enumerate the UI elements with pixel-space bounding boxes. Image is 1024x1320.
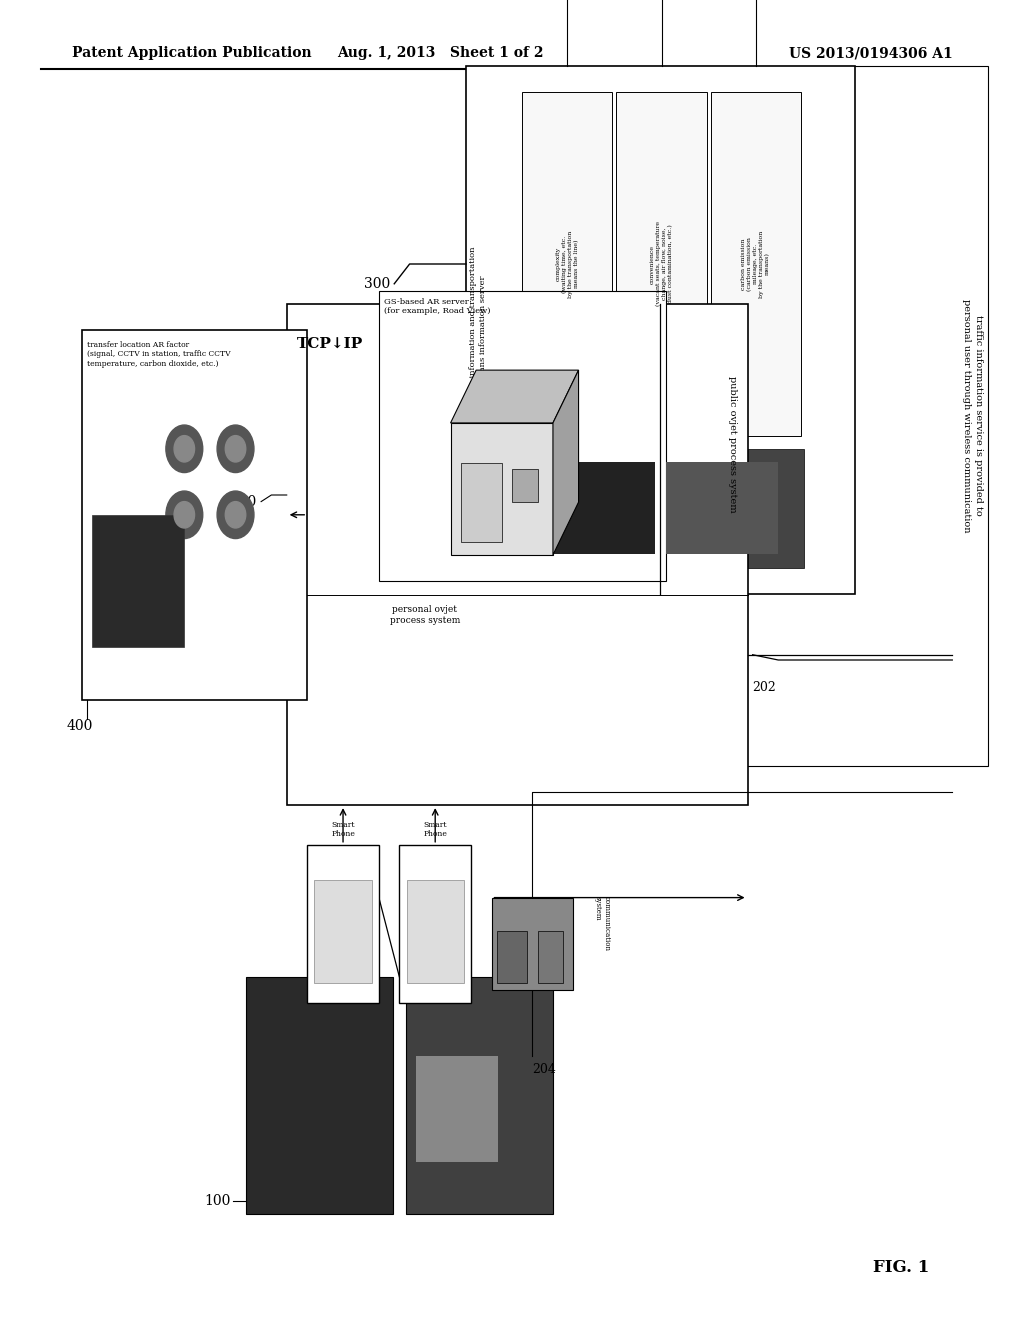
Circle shape [225,436,246,462]
Text: communication
system: communication system [594,896,611,952]
FancyBboxPatch shape [538,931,563,983]
Text: 300: 300 [364,277,390,290]
FancyBboxPatch shape [399,845,471,1003]
Text: personal ovjet
process system: personal ovjet process system [390,605,460,624]
FancyBboxPatch shape [616,92,707,436]
FancyBboxPatch shape [307,845,379,1003]
Circle shape [217,491,254,539]
FancyBboxPatch shape [711,92,801,436]
Text: 204: 204 [532,1063,556,1076]
Text: Aug. 1, 2013   Sheet 1 of 2: Aug. 1, 2013 Sheet 1 of 2 [337,46,544,61]
Circle shape [166,425,203,473]
Text: traffic information service is provided to
personal user through wireless commun: traffic information service is provided … [963,300,983,532]
Circle shape [225,502,246,528]
FancyBboxPatch shape [492,898,573,990]
Text: carbon emission
(carbon emission
mileage, etc.
by the transportation
means): carbon emission (carbon emission mileage… [741,231,770,297]
Text: Smart
Phone: Smart Phone [331,821,355,838]
Text: Patent Application Publication: Patent Application Publication [72,46,311,61]
Text: TCP↓IP: TCP↓IP [297,337,364,351]
Text: Smart
Phone: Smart Phone [423,821,447,838]
Circle shape [166,491,203,539]
Text: convenience
(vacant seats, temperature
change, air flow, noise,
dust contaminati: convenience (vacant seats, temperature c… [650,222,673,306]
FancyBboxPatch shape [287,304,748,805]
Circle shape [217,425,254,473]
FancyBboxPatch shape [522,449,804,568]
FancyBboxPatch shape [379,290,666,581]
Text: transfer location AR factor
(signal, CCTV in station, traffic CCTV
temperature, : transfer location AR factor (signal, CCT… [87,341,230,368]
FancyBboxPatch shape [92,515,184,647]
FancyBboxPatch shape [512,469,538,502]
Text: transfer information and transportation
means information server: transfer information and transportation … [469,247,487,413]
Text: 400: 400 [67,719,93,734]
FancyBboxPatch shape [522,92,612,436]
FancyBboxPatch shape [543,462,655,554]
Circle shape [174,436,195,462]
Polygon shape [451,370,579,422]
FancyBboxPatch shape [416,1056,498,1162]
Text: FIG. 1: FIG. 1 [873,1259,929,1275]
FancyBboxPatch shape [314,880,372,983]
Circle shape [174,502,195,528]
FancyBboxPatch shape [497,931,527,983]
Text: GS-based AR server
(for example, Road View): GS-based AR server (for example, Road Vi… [384,297,490,315]
FancyBboxPatch shape [666,462,778,554]
FancyBboxPatch shape [451,422,553,554]
Text: 202: 202 [753,681,776,694]
FancyBboxPatch shape [406,977,553,1214]
Polygon shape [553,370,579,554]
FancyBboxPatch shape [461,462,502,541]
Text: US 2013/0194306 A1: US 2013/0194306 A1 [788,46,952,61]
Text: 100: 100 [204,1195,230,1208]
Text: complexity
(waiting time, etc.
by the transportation
means the line): complexity (waiting time, etc. by the tr… [556,231,579,297]
Text: 200: 200 [230,495,257,508]
FancyBboxPatch shape [407,880,464,983]
Text: public ovjet process system: public ovjet process system [728,376,736,512]
FancyBboxPatch shape [466,66,855,594]
FancyBboxPatch shape [82,330,307,700]
FancyBboxPatch shape [466,66,988,766]
FancyBboxPatch shape [246,977,393,1214]
